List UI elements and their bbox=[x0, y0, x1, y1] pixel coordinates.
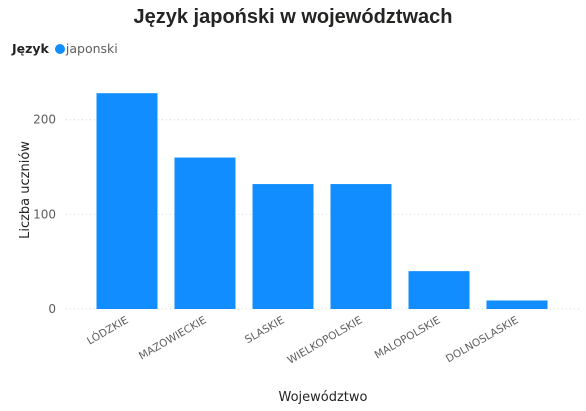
chart-title: Język japoński w województwach bbox=[133, 6, 453, 28]
bar-dolnoslaskie[interactable] bbox=[486, 300, 548, 309]
x-tick-label-malopolskie: MALOPOLSKIE bbox=[373, 314, 443, 361]
bar-wielkopolskie[interactable] bbox=[330, 184, 392, 309]
legend-entry-japonski[interactable]: japonski bbox=[65, 41, 118, 56]
bar-lódzkie[interactable] bbox=[96, 93, 158, 309]
x-tick-label-slaskie: SLASKIE bbox=[243, 314, 286, 346]
legend-swatch-japonski bbox=[54, 44, 65, 54]
bar-slaskie[interactable] bbox=[252, 184, 314, 309]
y-tick-label: 0 bbox=[48, 302, 56, 316]
bar-malopolskie[interactable] bbox=[408, 271, 470, 309]
bar-mazowieckie[interactable] bbox=[174, 157, 236, 309]
x-axis-title: Województwo bbox=[278, 390, 367, 405]
legend-title: Język bbox=[12, 41, 49, 56]
x-axis-ticks: LÓDZKIE MAZOWIECKIE SLASKIE WIELKOPOLSKIE MA… bbox=[84, 313, 520, 366]
x-tick-label-lódzkie: LÓDZKIE bbox=[84, 313, 130, 347]
x-tick-label-dolnoslaskie: DOLNOSLASKIE bbox=[444, 314, 521, 365]
y-tick-label: 200 bbox=[33, 113, 56, 127]
bars bbox=[96, 93, 548, 309]
y-tick-label: 100 bbox=[33, 207, 56, 221]
legend: Język japonski bbox=[12, 41, 118, 56]
y-axis-title: Liczba uczniów bbox=[18, 141, 33, 239]
x-tick-label-mazowieckie: MAZOWIECKIE bbox=[137, 314, 209, 362]
y-axis-ticks: 0 100 200 bbox=[33, 113, 56, 316]
x-tick-label-wielkopolskie: WIELKOPOLSKIE bbox=[286, 314, 365, 367]
